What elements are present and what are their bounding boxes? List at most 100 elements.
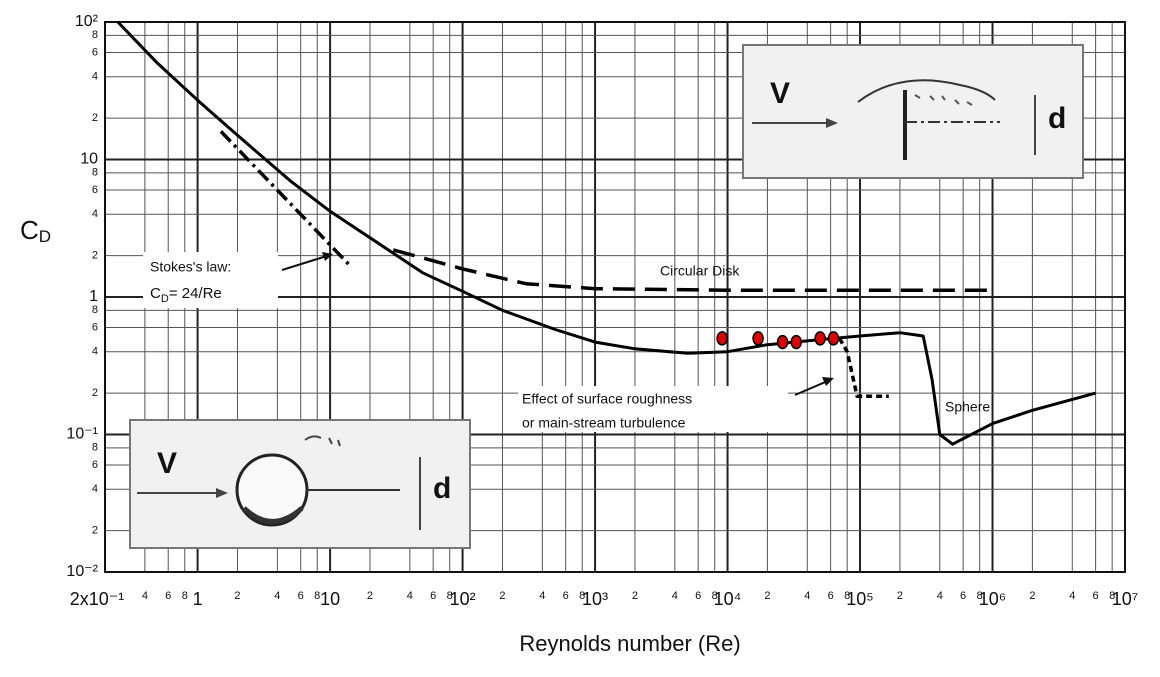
x-tick-label: 2	[1029, 590, 1035, 602]
series	[116, 20, 1096, 446]
data-line	[219, 130, 351, 267]
inset-v: V	[770, 77, 790, 110]
data-point	[716, 331, 728, 346]
data-point	[827, 331, 840, 346]
y-tick-label: 6	[92, 46, 98, 58]
y-tick-label: 8	[92, 304, 98, 316]
y-tick-label: 4	[92, 346, 98, 358]
y-tick-label: 2	[92, 387, 98, 399]
x-tick-label: 4	[1069, 590, 1075, 602]
y-tick-label: 10⁻¹	[66, 426, 98, 443]
y-tick-label: 10	[80, 151, 98, 168]
x-tick-label: 8	[314, 590, 320, 602]
y-tick-label: 4	[92, 208, 98, 220]
stokes-arrow	[281, 254, 331, 271]
data-line	[392, 248, 993, 292]
x-tick-label: 8	[844, 590, 850, 602]
y-axis-label: CD	[20, 215, 51, 247]
x-tick-label: 4	[142, 590, 148, 602]
y-tick-label: 10²	[75, 13, 99, 30]
y-tick-label: 2	[92, 112, 98, 124]
wake-line	[857, 79, 996, 103]
sphere-inset: V d	[129, 419, 471, 549]
inset-v: V	[157, 447, 177, 480]
x-tick-label: 4	[672, 590, 678, 602]
arrow-head	[216, 488, 228, 498]
y-tick-label: 1	[89, 288, 98, 305]
arrow-head	[322, 252, 333, 261]
stokes-label: Stokes's law:	[150, 259, 231, 275]
x-tick-label: 2	[234, 590, 240, 602]
stokes-sub: D	[161, 293, 169, 305]
arrow-head	[822, 377, 834, 386]
x-tick-label: 4	[937, 590, 943, 602]
stokes-c: C	[150, 285, 161, 302]
roughness-label: Effect of surface roughness	[522, 391, 692, 407]
y-label-sub: D	[39, 227, 51, 246]
x-tick-label: 6	[563, 590, 569, 602]
x-tick-label: 10⁷	[1112, 589, 1139, 609]
x-tick-label: 2	[367, 590, 373, 602]
y-tick-label: 6	[92, 184, 98, 196]
arrow-head	[826, 118, 838, 128]
y-tick-label: 8	[92, 29, 98, 41]
x-tick-label: 8	[182, 590, 188, 602]
x-tick-label: 4	[274, 590, 280, 602]
x-tick-label: 10	[320, 589, 340, 609]
x-tick-label: 6	[1093, 590, 1099, 602]
x-tick-label: 1	[193, 589, 203, 609]
stokes-rest: = 24/Re	[169, 285, 222, 302]
wake-swirls	[914, 94, 973, 106]
y-tick-label: 6	[92, 321, 98, 333]
x-tick-label: 8	[1109, 590, 1115, 602]
x-tick-label: 8	[977, 590, 983, 602]
x-tick-label: 6	[165, 590, 171, 602]
x-tick-label: 2x10⁻¹	[70, 589, 125, 609]
x-tick-label: 8	[447, 590, 453, 602]
x-tick-label: 6	[430, 590, 436, 602]
data-point	[814, 331, 826, 346]
y-tick-label: 4	[92, 483, 98, 495]
x-tick-label: 2	[897, 590, 903, 602]
x-tick-label: 10⁵	[846, 589, 873, 609]
data-point	[790, 334, 802, 350]
sphere-label: Sphere	[945, 399, 990, 415]
stokes-formula: CD= 24/Re	[150, 285, 222, 305]
y-tick-label: 6	[92, 459, 98, 471]
x-tick-label: 4	[804, 590, 810, 602]
roughness-arrow	[794, 379, 831, 396]
y-tick-label: 2	[92, 250, 98, 262]
x-tick-label: 2	[764, 590, 770, 602]
grid	[104, 21, 1126, 573]
x-axis-label: Reynolds number (Re)	[519, 631, 740, 656]
x-tick-label: 10⁶	[979, 589, 1006, 609]
x-tick-label: 10²	[450, 589, 476, 609]
y-tick-label: 4	[92, 71, 98, 83]
wake-swirls	[304, 435, 341, 447]
y-tick-label: 2	[92, 525, 98, 537]
x-tick-label: 6	[828, 590, 834, 602]
x-tick-label: 6	[695, 590, 701, 602]
data-line	[116, 20, 1096, 446]
x-tick-label: 6	[298, 590, 304, 602]
y-tick-label: 8	[92, 442, 98, 454]
x-tick-label: 6	[960, 590, 966, 602]
x-tick-label: 2	[632, 590, 638, 602]
x-tick-label: 4	[539, 590, 545, 602]
x-tick-label: 8	[712, 590, 718, 602]
roughness-label: or main-stream turbulence	[522, 415, 686, 431]
plot-frame	[104, 21, 1126, 573]
x-tick-label: 2	[499, 590, 505, 602]
inset-box	[742, 44, 1084, 179]
y-tick-label: 10⁻²	[66, 563, 98, 580]
stokes-box	[143, 252, 278, 308]
inset-d: d	[433, 472, 451, 505]
inset-d: d	[1048, 102, 1066, 135]
data-point	[752, 331, 764, 346]
sphere-shade	[242, 506, 304, 524]
data-point	[776, 334, 789, 350]
y-label-main: C	[20, 215, 39, 245]
roughness-box	[518, 386, 788, 432]
x-tick-label: 10³	[582, 589, 608, 609]
